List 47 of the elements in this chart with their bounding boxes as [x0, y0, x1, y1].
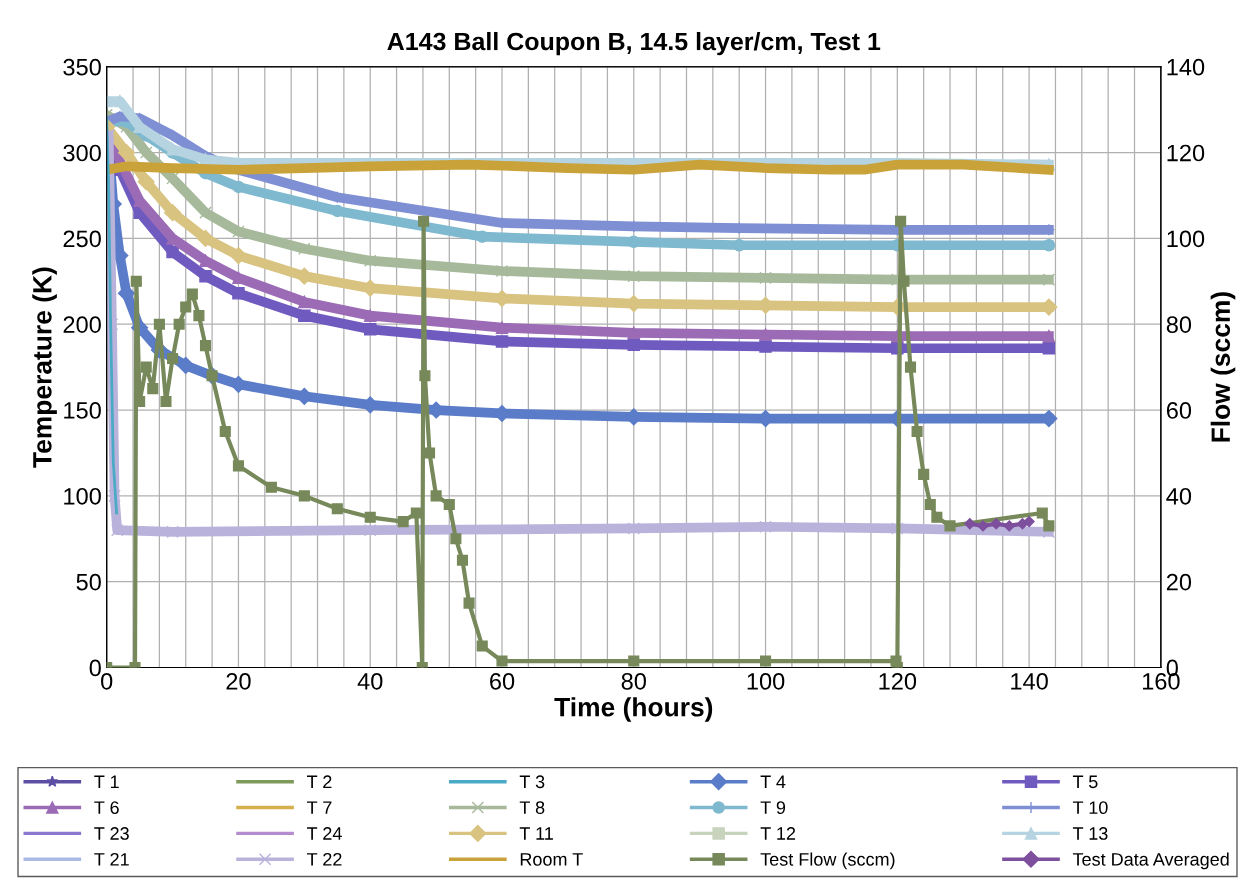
chart-title: A143 Ball Coupon B, 14.5 layer/cm, Test 1 — [387, 31, 881, 56]
legend-label: T 12 — [760, 827, 796, 840]
x-tick-label: 100 — [747, 672, 785, 690]
y-tick-label: 250 — [63, 230, 101, 248]
y2-tick-label: 20 — [1166, 573, 1192, 591]
x-tick-label: 0 — [101, 672, 113, 690]
legend-label: T 5 — [1072, 775, 1098, 789]
legend-label: T 7 — [307, 801, 332, 814]
legend-label: T 1 — [94, 775, 119, 788]
y-tick-label: 0 — [89, 659, 101, 677]
y2-axis-title: Flow (sccm) — [1210, 292, 1236, 442]
legend-label: T 13 — [1072, 827, 1108, 840]
y2-tick-label: 60 — [1166, 402, 1192, 419]
x-tick-label: 20 — [226, 672, 251, 690]
x-tick-label: 60 — [490, 672, 515, 690]
legend-label: T 22 — [307, 852, 342, 866]
y-tick-label: 100 — [64, 487, 101, 505]
x-tick-label: 80 — [621, 672, 646, 690]
legend-label: T 23 — [94, 827, 129, 840]
y-axis-title: Temperature (K) — [32, 267, 57, 468]
legend-label: T 21 — [94, 852, 129, 866]
y2-tick-label: 140 — [1167, 58, 1205, 76]
legend-label: T 2 — [307, 775, 332, 788]
y-tick-label: 300 — [63, 144, 101, 162]
legend-label: T 6 — [94, 801, 119, 815]
y2-tick-label: 120 — [1167, 144, 1205, 162]
y2-tick-label: 80 — [1166, 316, 1192, 333]
y-tick-label: 50 — [76, 573, 101, 591]
legend-label: T 3 — [519, 775, 545, 789]
y2-tick-label: 100 — [1167, 230, 1205, 248]
y-tick-label: 150 — [64, 402, 101, 419]
legend-label: T 9 — [760, 801, 786, 815]
x-tick-label: 140 — [1011, 672, 1048, 690]
legend-label: Test Flow (sccm) — [760, 852, 895, 870]
y2-tick-label: 40 — [1166, 487, 1192, 505]
x-tick-label: 120 — [879, 672, 917, 690]
legend-label: Test Data Averaged — [1072, 852, 1229, 870]
legend-label: Room T — [520, 853, 583, 866]
y-tick-label: 350 — [63, 58, 101, 76]
legend-label: T 24 — [307, 827, 342, 840]
legend-label: T 11 — [519, 827, 553, 840]
y-tick-label: 200 — [63, 316, 101, 333]
legend-label: T 4 — [760, 775, 786, 788]
legend-label: T 10 — [1072, 801, 1108, 815]
legend-label: T 8 — [519, 801, 545, 815]
x-axis-title: Time (hours) — [554, 697, 713, 722]
x-tick-label: 40 — [357, 672, 383, 690]
